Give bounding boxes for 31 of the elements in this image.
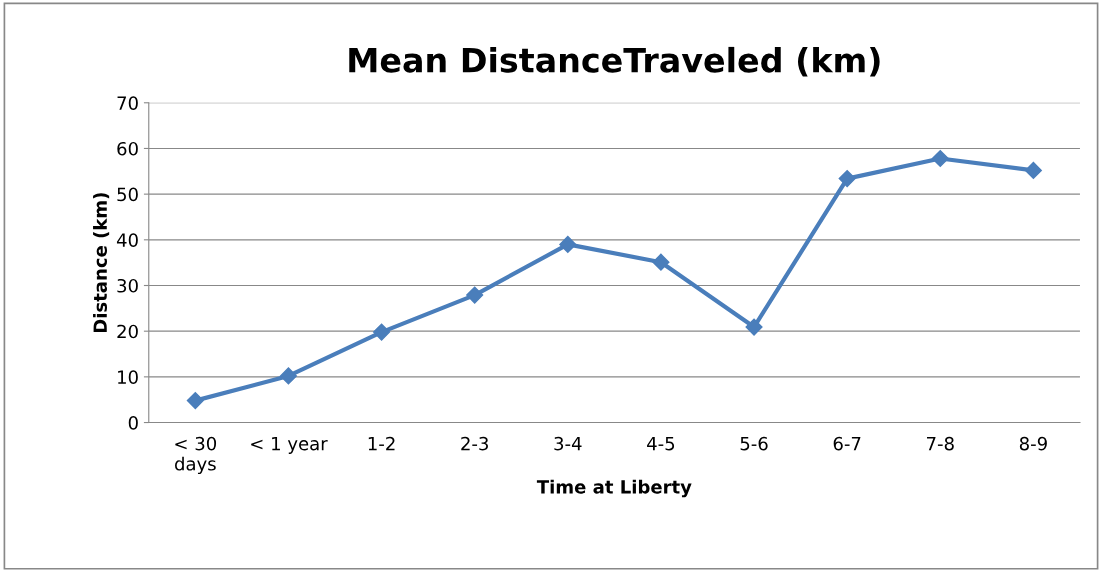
- point: [745, 318, 763, 336]
- x-tick-label: < 30 days: [175, 436, 217, 475]
- x-tick-label: 1-2: [368, 436, 395, 451]
- y-tick-label: 30: [117, 278, 138, 293]
- point: [279, 367, 298, 385]
- x-axis-title: Time at Liberty: [536, 479, 692, 498]
- point: [559, 235, 577, 253]
- x-tick-label: 2-3: [461, 436, 488, 451]
- point: [466, 286, 484, 304]
- y-tick-label: 40: [116, 233, 138, 247]
- y-tick-label: 70: [117, 96, 138, 110]
- y-tick-label: 20: [117, 324, 138, 339]
- point: [373, 323, 391, 341]
- x-tick-label: 3-4: [554, 436, 582, 451]
- y-axis-title: Distance (km): [93, 193, 110, 333]
- x-tick-label: 8-9: [1019, 436, 1047, 451]
- point: [186, 392, 204, 410]
- y-tick-label: 0: [128, 416, 138, 430]
- y-tick-label: 50: [117, 187, 138, 202]
- x-tick-label: 4-5: [647, 436, 675, 451]
- x-tick-label: < 1 year: [251, 436, 328, 454]
- point: [838, 170, 856, 188]
- y-tick-label: 60: [117, 141, 138, 156]
- x-tick-label: 5-6: [740, 436, 768, 451]
- point: [931, 149, 949, 168]
- point: [1024, 161, 1042, 179]
- chart-title: Mean DistanceTraveled (km): [349, 46, 880, 77]
- x-tick-label: 6-7: [833, 436, 861, 451]
- x-tick-label: 7-8: [927, 436, 954, 451]
- point: [652, 253, 670, 271]
- y-tick-label: 10: [118, 370, 138, 384]
